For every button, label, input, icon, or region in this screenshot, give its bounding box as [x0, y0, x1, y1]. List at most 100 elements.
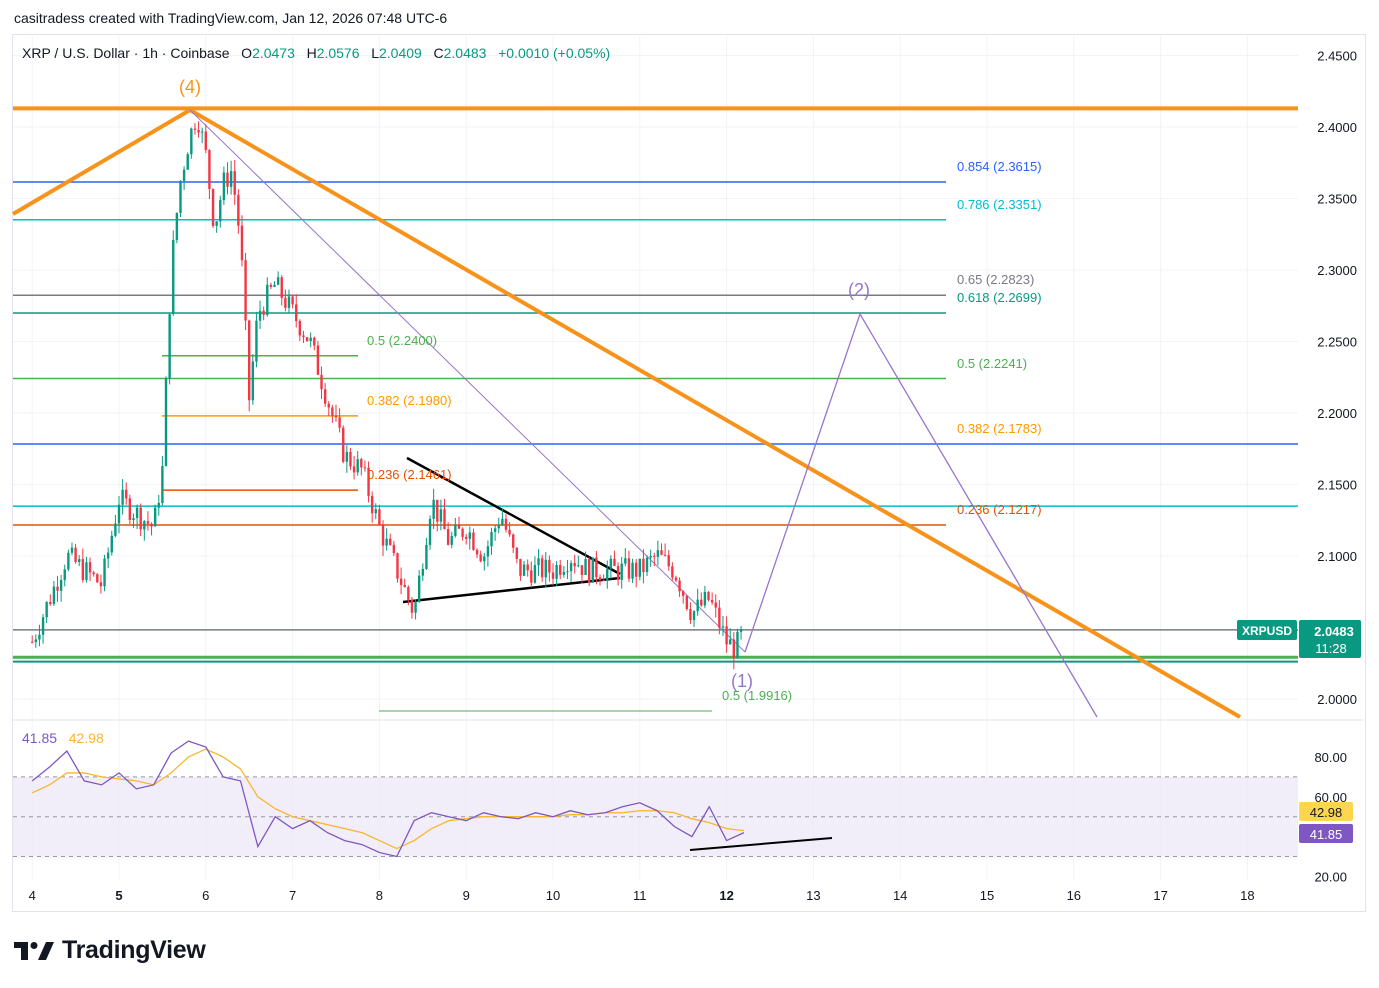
rsi-legend: 41.85 42.98 — [22, 730, 104, 746]
open-label: O — [241, 45, 253, 61]
candle-body — [638, 558, 641, 577]
candle-body — [602, 580, 605, 582]
candle-body — [663, 554, 667, 556]
candle-body — [233, 171, 236, 195]
candle-body — [606, 568, 609, 581]
candle-body — [573, 563, 576, 567]
candle-body — [103, 558, 106, 587]
candle-body — [515, 547, 519, 559]
candle-body — [580, 565, 584, 575]
candle-body — [45, 601, 48, 618]
chart-attribution: casitradess created with TradingView.com… — [14, 10, 448, 26]
candle-body — [667, 555, 670, 567]
tradingview-logo[interactable]: TradingView — [14, 936, 206, 965]
candle-body — [559, 564, 562, 575]
candle-body — [736, 631, 739, 659]
wave-label-4: (4) — [179, 77, 201, 97]
candle-body — [360, 459, 363, 468]
trendline-descending — [188, 108, 1242, 719]
candle-body — [63, 569, 66, 581]
x-tick-label: 17 — [1153, 888, 1167, 903]
candle-body — [273, 284, 276, 287]
y-tick-label: 2.2500 — [1317, 335, 1357, 350]
candle-body — [56, 586, 59, 591]
candle-body — [258, 310, 262, 321]
candle-body — [555, 564, 558, 579]
fib-label-lower: 0.5 (1.9916) — [722, 688, 792, 703]
rsi-value: 41.85 — [22, 730, 58, 746]
candle-body — [287, 296, 291, 308]
close-value: 2.0483 — [443, 45, 487, 61]
candle-body — [472, 532, 475, 550]
close-label: C — [433, 45, 444, 61]
candle-body — [240, 225, 244, 261]
candle-body — [38, 634, 41, 640]
candle-body — [533, 565, 537, 583]
candle-body — [417, 575, 421, 602]
candle-body — [432, 499, 435, 519]
candle-body — [627, 558, 631, 579]
candle-body — [164, 378, 168, 467]
candle-body — [425, 544, 428, 569]
candle-body — [483, 556, 486, 562]
x-tick-label: 16 — [1067, 888, 1081, 903]
candle-body — [211, 189, 215, 226]
candle-body — [96, 574, 99, 583]
change-value: +0.0010 (+0.05%) — [498, 45, 611, 61]
candle-body — [407, 587, 410, 600]
price-badge — [1299, 620, 1361, 658]
candle-body — [537, 558, 540, 566]
rsi-badge — [1299, 824, 1353, 843]
tradingview-logo-icon — [14, 941, 54, 960]
candle-body — [204, 131, 207, 151]
candle-body — [396, 553, 399, 579]
axes: 2.4500 2.4000 2.3500 2.3000 2.2500 2.2000 2.15… — [29, 49, 1361, 903]
x-tick-label: 12 — [719, 888, 733, 903]
candle-body — [540, 558, 544, 578]
candle-body — [331, 407, 334, 416]
candle-body — [132, 518, 135, 520]
candle-body — [678, 580, 681, 592]
candle-body — [266, 284, 269, 315]
candle-body — [31, 641, 34, 643]
candle-body — [548, 559, 551, 573]
candle-body — [519, 558, 522, 576]
symbol-name: XRP / U.S. Dollar · 1h · Coinbase — [22, 45, 230, 61]
fib-label-right: 0.5 (2.2241) — [957, 356, 1027, 371]
x-tick-label: 4 — [29, 888, 36, 903]
candle-body — [392, 544, 396, 554]
candle-body — [78, 559, 81, 562]
rsi-lines — [31, 740, 745, 858]
candle-body — [352, 466, 356, 473]
candle-body — [439, 509, 443, 522]
candle-body — [490, 531, 493, 547]
candle-body — [67, 552, 70, 570]
candle-body — [624, 558, 627, 564]
candle-body — [374, 509, 377, 514]
candle-body — [645, 557, 649, 573]
candle-body — [345, 451, 349, 462]
candle-body — [461, 528, 464, 537]
candle-body — [135, 507, 139, 519]
candle-body — [569, 563, 573, 572]
candle-body — [262, 310, 265, 315]
candle-body — [385, 538, 388, 546]
candle-body — [168, 314, 171, 379]
low-value: 2.0409 — [378, 45, 422, 61]
candle-body — [682, 591, 685, 596]
grid — [13, 36, 1364, 880]
rsi-trendline — [689, 837, 833, 851]
x-tick-label: 18 — [1240, 888, 1254, 903]
x-tick-label: 11 — [633, 888, 647, 903]
low-label: L — [371, 45, 379, 61]
candle-body — [237, 194, 240, 226]
candle-body — [475, 549, 479, 555]
candle-body — [566, 571, 569, 573]
candle-body — [707, 591, 710, 600]
rsi-line — [31, 740, 745, 858]
candle-body — [327, 403, 330, 408]
candle-body — [298, 320, 302, 336]
candle-body — [92, 572, 95, 575]
candle-body — [305, 337, 309, 342]
